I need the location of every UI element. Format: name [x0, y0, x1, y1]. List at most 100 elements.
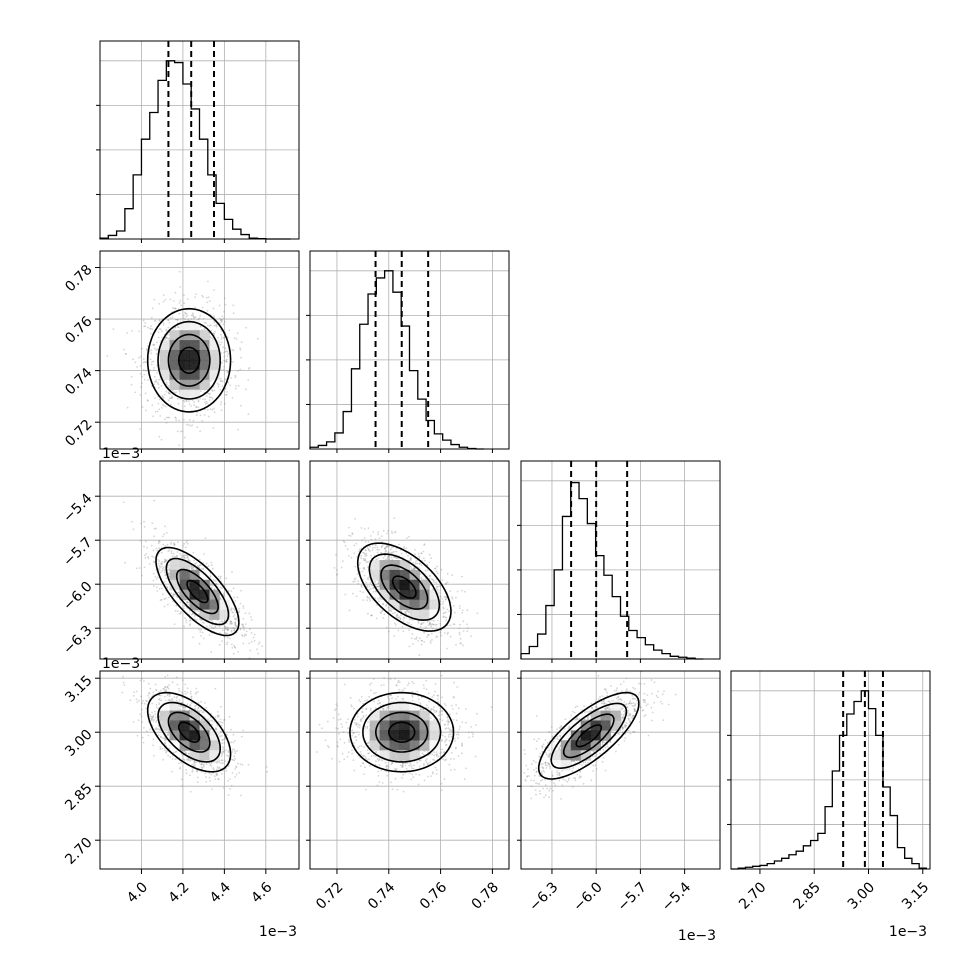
- scatter-point: [178, 444, 181, 447]
- scatter-point: [385, 604, 387, 607]
- scatter-point: [158, 697, 161, 700]
- scatter-point: [213, 580, 216, 582]
- scatter-point: [431, 578, 434, 581]
- scatter-point: [144, 325, 147, 328]
- scatter-point: [173, 623, 176, 626]
- scatter-point: [225, 360, 228, 363]
- scatter-point: [247, 379, 250, 381]
- scatter-point: [215, 323, 218, 326]
- scatter-point: [385, 626, 388, 629]
- density-cell: [209, 599, 220, 610]
- scatter-point: [446, 608, 449, 611]
- scatter-point: [388, 609, 391, 612]
- scatter-point: [384, 550, 387, 553]
- scatter-point: [210, 773, 213, 776]
- scatter-point: [230, 784, 233, 787]
- scatter-point: [403, 617, 405, 620]
- scatter-point: [229, 787, 232, 790]
- scatter-point: [381, 610, 384, 612]
- scatter-point: [224, 387, 227, 390]
- scatter-point: [165, 383, 168, 386]
- scatter-point: [174, 416, 177, 419]
- scatter-point: [156, 590, 159, 592]
- scatter-point: [448, 610, 450, 613]
- scatter-point: [171, 316, 174, 319]
- scatter-point: [190, 314, 193, 317]
- scatter-point: [221, 319, 223, 322]
- scatter-point: [197, 706, 200, 709]
- scatter-point: [363, 528, 366, 530]
- scatter-point: [158, 560, 161, 563]
- scatter-point: [229, 384, 232, 387]
- scatter-point: [184, 318, 187, 320]
- density-cell: [379, 579, 390, 591]
- scatter-point: [385, 546, 388, 548]
- scatter-point: [410, 557, 412, 559]
- scatter-point: [152, 572, 155, 575]
- scatter-point: [221, 620, 224, 623]
- scatter-point: [167, 399, 170, 402]
- scatter-point: [362, 557, 365, 560]
- scatter-point: [179, 766, 182, 769]
- scatter-point: [147, 694, 149, 697]
- scatter-point: [158, 379, 160, 381]
- scatter-point: [219, 317, 221, 320]
- scatter-point: [436, 565, 438, 568]
- density-cell: [419, 609, 430, 620]
- scatter-point: [213, 321, 216, 324]
- scatter-point: [209, 582, 212, 585]
- scatter-point: [186, 555, 189, 558]
- scatter-point: [206, 402, 208, 405]
- scatter-point: [154, 575, 157, 578]
- scatter-point: [161, 395, 164, 397]
- scatter-point: [407, 611, 410, 613]
- scatter-point: [360, 586, 363, 588]
- scatter-point: [412, 568, 415, 570]
- scatter-point: [400, 614, 402, 617]
- scatter-point: [143, 680, 145, 682]
- scatter-point: [148, 682, 150, 685]
- scatter-point: [222, 746, 225, 749]
- scatter-point: [404, 612, 407, 615]
- density-cell: [409, 599, 420, 610]
- scatter-point: [410, 623, 412, 626]
- scatter-point: [382, 557, 385, 559]
- scatter-point: [160, 438, 163, 441]
- scatter-point: [171, 389, 174, 392]
- scatter-point: [185, 758, 188, 761]
- density-cell: [169, 369, 180, 381]
- scatter-point: [445, 583, 447, 585]
- density-cell: [219, 599, 230, 610]
- scatter-point: [199, 564, 201, 567]
- scatter-point: [159, 566, 161, 569]
- scatter-point: [363, 537, 366, 539]
- scatter-point: [215, 728, 218, 730]
- scatter-point: [231, 361, 234, 363]
- scatter-point: [183, 759, 186, 762]
- scatter-point: [151, 328, 154, 331]
- scatter-point: [399, 618, 402, 620]
- scatter-point: [374, 546, 376, 549]
- contour-level: [391, 575, 417, 599]
- scatter-point: [333, 567, 336, 569]
- scatter-point: [228, 715, 231, 718]
- scatter-point: [417, 622, 420, 624]
- scatter-point: [176, 398, 179, 400]
- scatter-point: [193, 760, 196, 763]
- density-cell: [379, 569, 390, 581]
- density-cell: [369, 569, 381, 581]
- scatter-point: [210, 626, 213, 629]
- scatter-point: [377, 585, 379, 588]
- scatter-point: [428, 577, 431, 580]
- scatter-point: [360, 555, 362, 557]
- density-cell: [209, 359, 220, 371]
- scatter-point: [429, 640, 432, 643]
- scatter-point: [195, 687, 198, 690]
- scatter-point: [418, 557, 421, 559]
- scatter-point: [237, 428, 240, 431]
- scatter-point: [178, 312, 181, 315]
- scatter-point: [444, 598, 447, 600]
- scatter-point: [158, 565, 161, 567]
- scatter-point: [239, 602, 242, 605]
- scatter-point: [422, 557, 425, 560]
